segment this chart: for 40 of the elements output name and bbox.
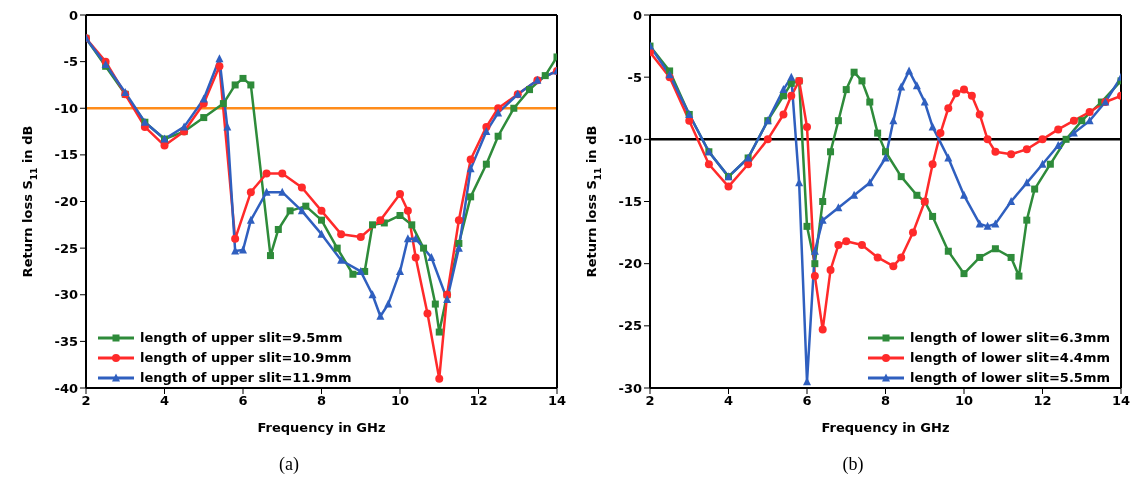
legend-label: length of lower slit=4.4mm (910, 349, 1110, 367)
x-tick-label: 4 (159, 393, 170, 409)
y-tick-label: -30 (618, 380, 642, 396)
y-tick-label: -15 (618, 194, 642, 210)
x-tick-label: 14 (1111, 393, 1131, 409)
y-tick-label: -40 (54, 380, 78, 396)
text: (a) (278, 454, 300, 475)
y-tick-label: -25 (618, 318, 642, 334)
x-tick-label: 2 (645, 393, 655, 409)
x-tick-label: 4 (723, 393, 734, 409)
x-tick-label: 14 (547, 393, 567, 409)
legend-label: length of lower slit=5.5mm (910, 369, 1110, 387)
x-tick-label: 6 (802, 393, 812, 409)
legend-label: length of lower slit=6.3mm (910, 329, 1110, 347)
y-tick-label: -30 (54, 287, 78, 303)
y-tick-label: -25 (54, 240, 78, 256)
x-tick-label: 8 (880, 393, 891, 409)
y-tick-label: -5 (627, 69, 642, 85)
y-tick-label: -35 (54, 333, 78, 349)
text: (b) (841, 454, 865, 475)
x-tick-label: 2 (81, 393, 91, 409)
legend-label: length of upper slit=10.9mm (140, 349, 352, 367)
y-tick-label: -20 (618, 256, 642, 272)
x-tick-label: 10 (954, 393, 974, 409)
x-tick-label: 6 (238, 393, 248, 409)
x-tick-label: 10 (390, 393, 410, 409)
legend-label: length of upper slit=9.5mm (140, 329, 343, 347)
y-tick-label: -20 (54, 194, 78, 210)
x-tick-label: 12 (469, 393, 488, 409)
x-tick-label: 12 (1033, 393, 1052, 409)
x-axis-title: Frequency in GHz (257, 420, 386, 435)
x-tick-label: 8 (316, 393, 327, 409)
y-tick-label: -10 (618, 131, 642, 147)
legend-label: length of upper slit=11.9mm (140, 369, 352, 387)
y-tick-label: 0 (632, 7, 642, 23)
y-tick-label: -10 (54, 100, 78, 116)
y-tick-label: -5 (63, 54, 78, 70)
y-tick-label: 0 (68, 7, 78, 23)
x-axis-title: Frequency in GHz (821, 420, 950, 435)
y-tick-label: -15 (54, 147, 78, 163)
